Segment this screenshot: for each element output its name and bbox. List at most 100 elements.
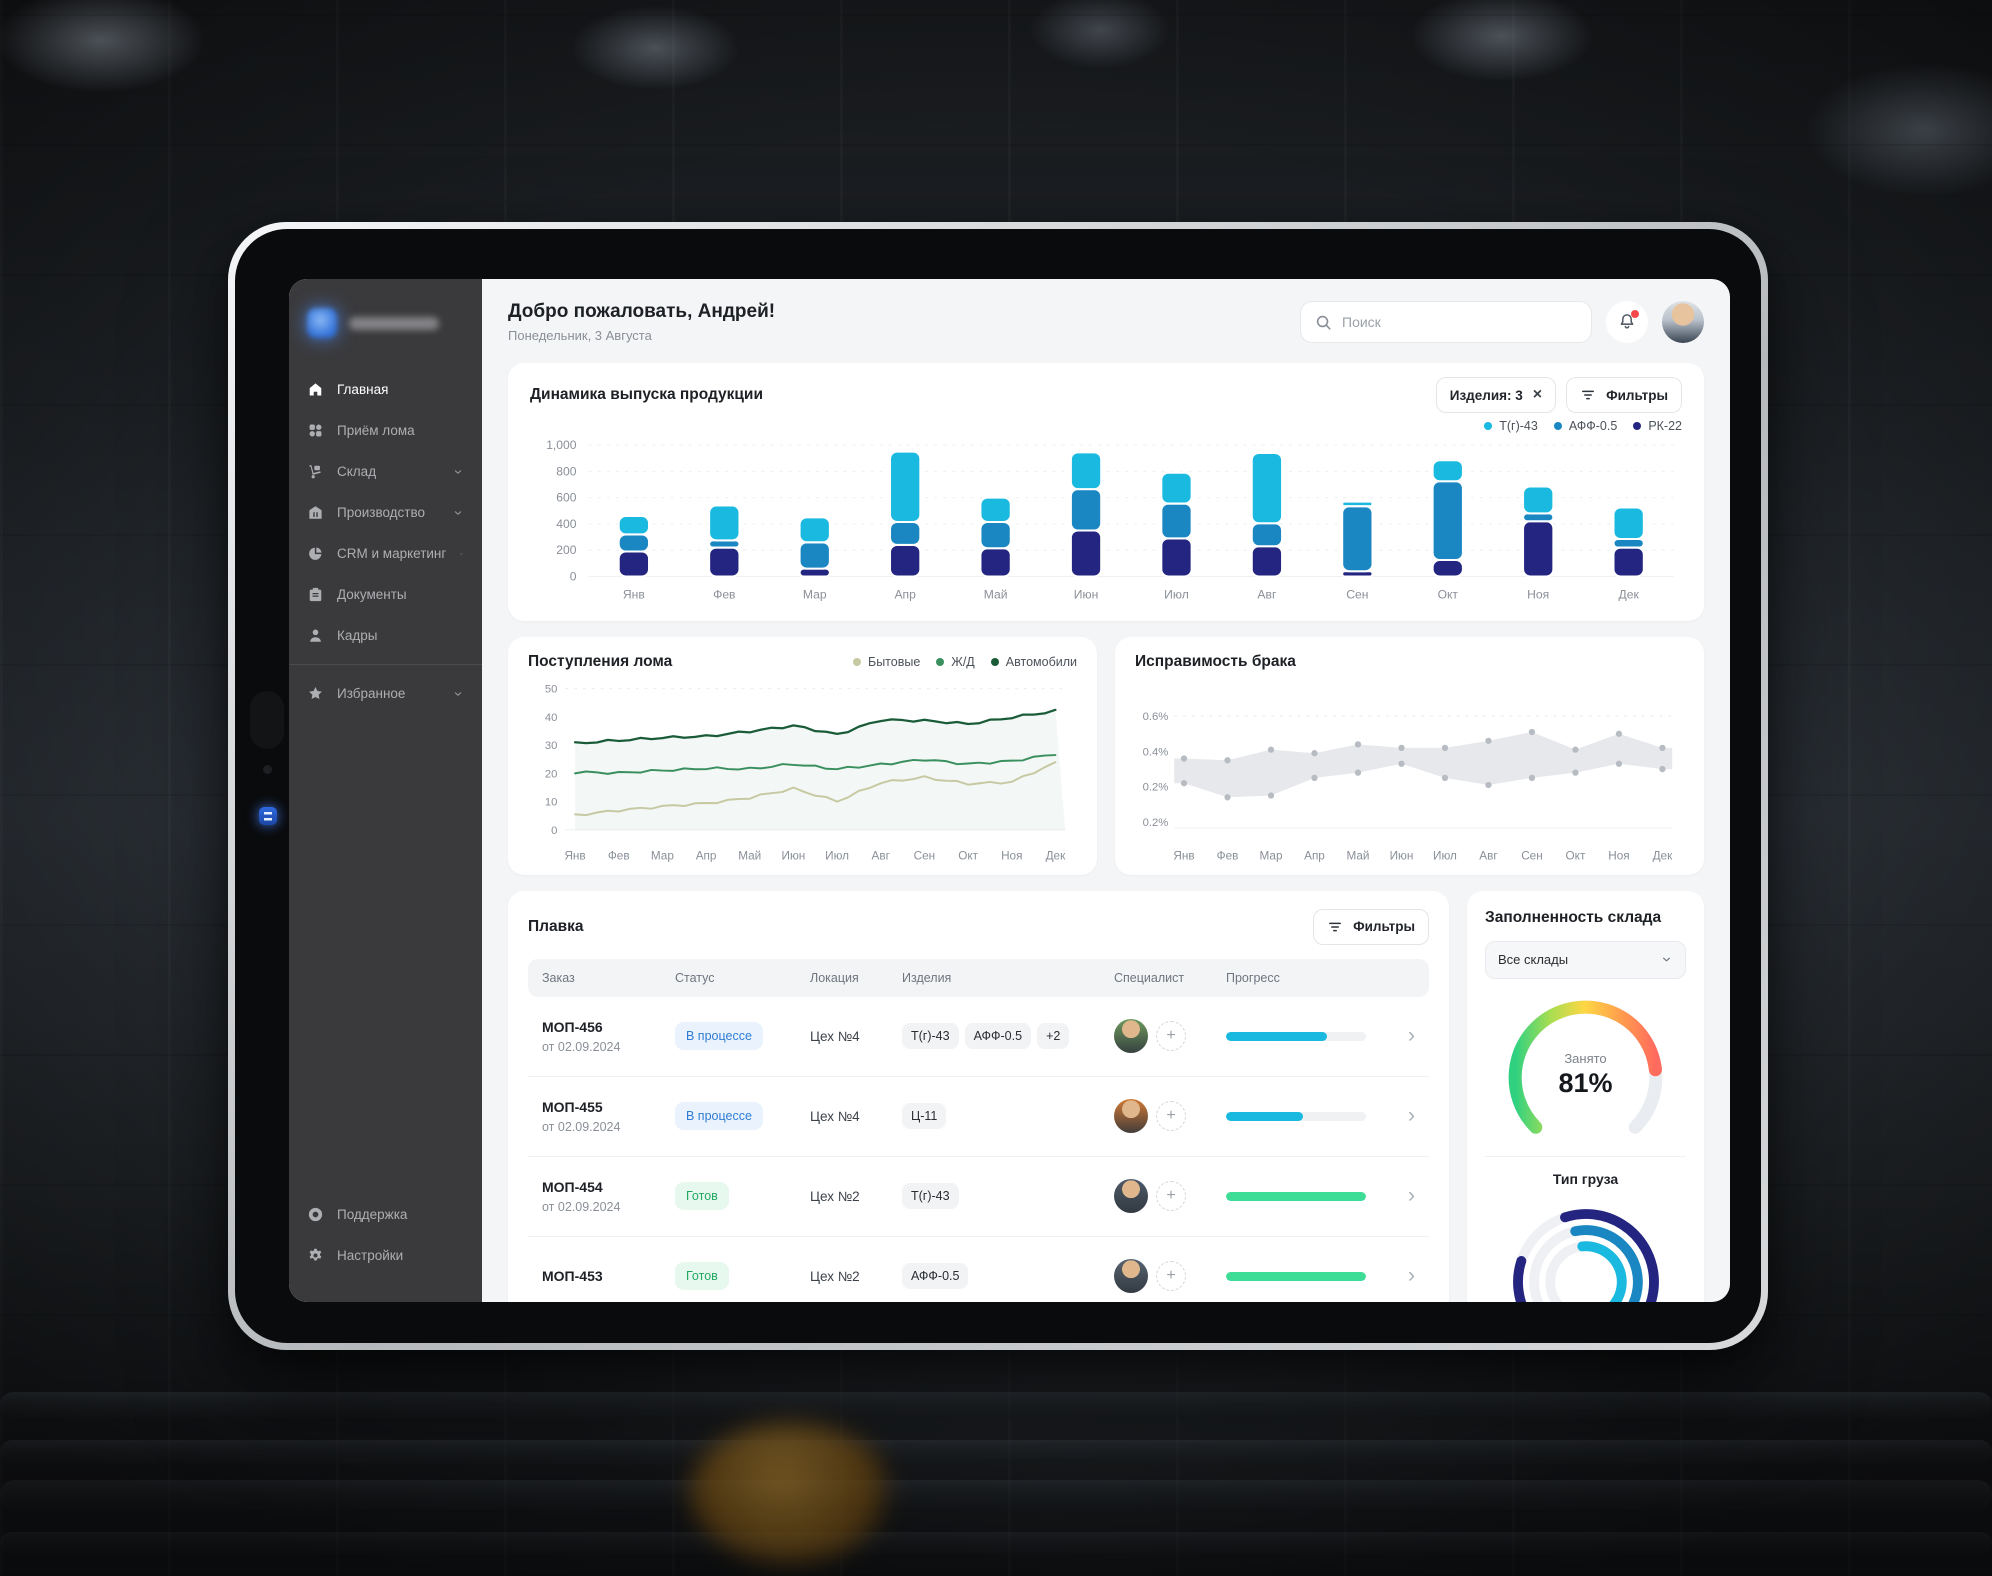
table-row[interactable]: МОП-455 от 02.09.2024 В процессе Цех №4 Ц-11… <box>528 1077 1429 1157</box>
svg-text:Дек: Дек <box>1653 849 1673 862</box>
sidebar-item-scrap-intake[interactable]: Приём лома <box>289 410 482 451</box>
cargo-rings <box>1485 1197 1686 1302</box>
product-chip: АФФ-0.5 <box>964 1023 1032 1050</box>
add-specialist-button[interactable]: + <box>1156 1181 1186 1212</box>
svg-text:Июл: Июл <box>1433 849 1457 862</box>
column-header: Прогресс <box>1226 970 1280 985</box>
progress-fill <box>1226 1111 1303 1121</box>
tablet-bezel: Главная Приём лома Склад Производство CRM и … <box>235 229 1761 1343</box>
chevron-right-icon[interactable]: › <box>1408 1184 1415 1208</box>
chevron-right-icon[interactable]: › <box>1408 1024 1415 1048</box>
sidebar-item-label: Производство <box>337 505 426 520</box>
close-icon[interactable]: × <box>1532 386 1543 403</box>
svg-text:Июн: Июн <box>1390 849 1414 862</box>
table-body: МОП-456 от 02.09.2024 В процессе Цех №4 Т(г)… <box>528 997 1429 1302</box>
order-date: от 02.09.2024 <box>542 1199 621 1214</box>
gauge-label: Занято <box>1564 1050 1607 1066</box>
legend-label: Бытовые <box>867 654 921 669</box>
table-row[interactable]: МОП-454 от 02.09.2024 Готов Цех №2 Т(г)-43 + › <box>528 1157 1429 1237</box>
product-chip: Т(г)-43 <box>902 1023 959 1050</box>
order-date: от 02.09.2024 <box>542 1039 621 1054</box>
legend-dot <box>936 657 945 666</box>
production-chart-card: Динамика выпуска продукции Изделия: 3 × <box>508 363 1704 621</box>
svg-text:10: 10 <box>545 796 558 808</box>
progress-bar <box>1226 1111 1366 1121</box>
warehouse-gauge: Занято 81% <box>1485 987 1686 1148</box>
search-icon <box>1316 315 1331 330</box>
order-id: МОП-456 <box>542 1018 603 1035</box>
scrap-line-chart: 0 10 20 30 40 50 Янв Фев Мар Апр Май Июн Июл Авг Сен Ок… <box>545 683 1066 862</box>
progress-fill <box>1226 1191 1366 1201</box>
topbar-actions <box>1300 301 1704 343</box>
legend-label: Ж/Д <box>951 654 975 669</box>
legend-item: Бытовые <box>852 654 921 669</box>
svg-text:Мар: Мар <box>651 849 674 862</box>
svg-text:600: 600 <box>556 491 576 505</box>
svg-text:800: 800 <box>556 464 576 478</box>
table-row[interactable]: МОП-453 Готов Цех №2 АФФ-0.5 + › <box>528 1237 1429 1302</box>
page-date: Понедельник, 3 Августа <box>508 328 652 343</box>
sidebar-item-factory[interactable]: Производство <box>289 492 482 533</box>
production-stacked-bar-chart: 0 200 400 600 800 1,000 Янв Фев Мар Апр Май Июн Июл А… <box>546 438 1674 602</box>
order-date: от 02.09.2024 <box>542 1119 621 1134</box>
svg-text:0: 0 <box>551 825 557 837</box>
bell-icon <box>1620 314 1634 329</box>
search-input[interactable] <box>1300 301 1592 343</box>
legend-dot <box>990 657 999 666</box>
status-badge: Готов <box>675 1182 729 1211</box>
sidebar-bottom-nav: Поддержка Настройки <box>289 1194 482 1276</box>
add-specialist-button[interactable]: + <box>1156 1261 1186 1292</box>
melt-table-title: Плавка <box>528 917 584 935</box>
production-filters-button[interactable]: Фильтры <box>1566 377 1682 413</box>
production-legend: Т(г)-43 АФФ-0.5 РК-22 <box>530 419 1682 433</box>
sidebar-item-crm-pie[interactable]: CRM и маркетинг <box>289 533 482 574</box>
svg-text:Окт: Окт <box>1438 588 1459 602</box>
add-specialist-button[interactable]: + <box>1156 1021 1186 1052</box>
chevron-down-icon <box>459 548 464 560</box>
sidebar-item-people[interactable]: Кадры <box>289 615 482 656</box>
filter-icon <box>1329 922 1342 932</box>
svg-text:Сен: Сен <box>914 849 936 862</box>
svg-text:Май: Май <box>984 588 1008 602</box>
support-icon <box>307 1206 324 1223</box>
notifications-button[interactable] <box>1606 301 1648 343</box>
gauge-center: Занято 81% <box>1485 1051 1686 1099</box>
chevron-down-icon <box>452 466 464 478</box>
sidebar-item-home[interactable]: Главная <box>289 369 482 410</box>
svg-text:Апр: Апр <box>894 588 916 602</box>
legend-dot <box>1633 422 1642 430</box>
location: Цех №4 <box>810 1108 860 1124</box>
specialist-avatar <box>1114 1179 1148 1214</box>
chevron-right-icon[interactable]: › <box>1408 1264 1415 1288</box>
table-header: Заказ Статус Локация Изделия Специалист Прогр… <box>528 958 1429 997</box>
chevron-right-icon[interactable]: › <box>1408 1104 1415 1128</box>
search-field[interactable] <box>1342 314 1578 330</box>
svg-text:50: 50 <box>545 683 558 695</box>
user-avatar[interactable] <box>1662 301 1704 343</box>
scrap-intake-icon <box>307 422 324 439</box>
logo-mark <box>307 308 337 338</box>
sidebar-item-support[interactable]: Поддержка <box>289 1194 482 1235</box>
sidebar-item-settings[interactable]: Настройки <box>289 1235 482 1276</box>
app-logo <box>289 299 482 343</box>
products-filter-chip[interactable]: Изделия: 3 × <box>1435 377 1557 413</box>
svg-text:Авг: Авг <box>1479 849 1497 862</box>
sidebar-item-documents[interactable]: Документы <box>289 574 482 615</box>
progress-fill <box>1226 1031 1327 1041</box>
people-icon <box>307 627 324 644</box>
sidebar-item-star[interactable]: Избранное <box>289 673 482 714</box>
scrap-chart-card: Поступления лома Бытовые Ж/Д Автомобили 0 1… <box>508 636 1097 875</box>
warehouse-icon <box>307 463 324 480</box>
order-id: МОП-455 <box>542 1098 603 1115</box>
add-specialist-button[interactable]: + <box>1156 1101 1186 1132</box>
warehouse-select[interactable]: Все склады <box>1485 940 1686 979</box>
sidebar-item-warehouse[interactable]: Склад <box>289 451 482 492</box>
legend-item: Ж/Д <box>936 654 975 669</box>
defects-chart-title: Исправимость брака <box>1135 652 1296 670</box>
table-row[interactable]: МОП-456 от 02.09.2024 В процессе Цех №4 Т(г)… <box>528 997 1429 1077</box>
svg-text:30: 30 <box>545 740 558 752</box>
sidebar-divider <box>289 664 482 665</box>
star-icon <box>307 685 324 702</box>
melt-filters-button[interactable]: Фильтры <box>1313 908 1429 945</box>
